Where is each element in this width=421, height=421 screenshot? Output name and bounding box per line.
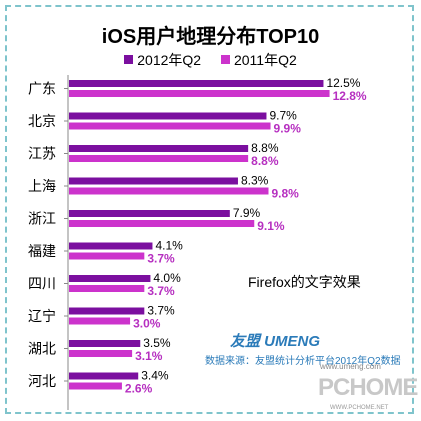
data-label: 8.3% — [241, 174, 269, 188]
data-label: 3.1% — [135, 349, 163, 363]
data-label: 7.9% — [233, 206, 261, 220]
category-label: 上海 — [28, 178, 56, 194]
data-source: 数据来源：友盟统计分析平台2012年Q2数据 — [205, 356, 401, 367]
pchome-watermark: PCHOME — [318, 374, 418, 401]
data-label: 2.6% — [125, 382, 153, 396]
legend-swatch-2012 — [124, 55, 134, 64]
bar — [69, 275, 151, 282]
legend-label-2011: 2011年Q2 — [233, 52, 297, 68]
data-label: 3.5% — [143, 336, 171, 350]
legend-item-2011: 2011年Q2 — [220, 52, 297, 68]
bar — [69, 382, 122, 390]
data-label: 9.8% — [272, 187, 300, 201]
source-url: www.umeng.com — [320, 362, 381, 371]
data-label: 3.7% — [147, 304, 175, 318]
bar — [69, 187, 269, 195]
category-label: 四川 — [28, 276, 56, 292]
bar — [69, 210, 230, 217]
bar — [69, 242, 153, 250]
data-label: 12.5% — [326, 76, 360, 90]
legend-label-2012: 2012年Q2 — [137, 52, 202, 68]
data-label: 3.4% — [141, 369, 169, 383]
bar — [69, 80, 324, 87]
bar — [69, 252, 145, 260]
data-label: 12.8% — [333, 89, 367, 103]
data-label: 9.9% — [274, 122, 302, 136]
bar — [69, 145, 249, 152]
data-label: 3.0% — [133, 317, 161, 331]
bar — [69, 155, 249, 162]
category-label: 北京 — [28, 113, 56, 129]
data-label: 9.1% — [257, 219, 285, 233]
data-label: 3.7% — [147, 284, 175, 298]
bar — [69, 285, 145, 292]
umeng-logo: 友盟 UMENG — [230, 333, 321, 350]
pchome-watermark-url: WWW.PCHOME.NET — [330, 405, 389, 411]
category-label: 辽宁 — [28, 308, 56, 324]
legend-swatch-2011 — [220, 55, 230, 64]
bar — [69, 220, 255, 227]
data-label: 9.7% — [269, 109, 297, 123]
bar — [69, 177, 238, 185]
data-label: 8.8% — [251, 141, 279, 155]
bar — [69, 372, 139, 380]
chart-title: iOS用户地理分布TOP10 — [101, 26, 320, 48]
category-label: 广东 — [28, 81, 56, 97]
chart-frame — [5, 5, 414, 414]
data-label: 4.0% — [153, 271, 181, 285]
category-label: 浙江 — [28, 211, 56, 227]
legend: 2012年Q2 2011年Q2 — [0, 50, 421, 70]
note-text: Firefox的文字效果 — [248, 274, 361, 290]
category-label: 湖北 — [28, 341, 56, 357]
data-label: 3.7% — [147, 252, 175, 266]
bar — [69, 112, 267, 120]
data-label: 8.8% — [251, 154, 279, 168]
bar — [69, 307, 145, 315]
bar — [69, 340, 141, 347]
data-label: 4.1% — [155, 239, 183, 253]
bar — [69, 90, 330, 97]
category-label: 福建 — [28, 243, 56, 259]
category-label: 江苏 — [28, 146, 56, 162]
bar — [69, 350, 133, 357]
legend-item-2012: 2012年Q2 — [124, 52, 201, 68]
bar — [69, 317, 131, 325]
bar — [69, 122, 271, 130]
category-label: 河北 — [28, 373, 56, 389]
